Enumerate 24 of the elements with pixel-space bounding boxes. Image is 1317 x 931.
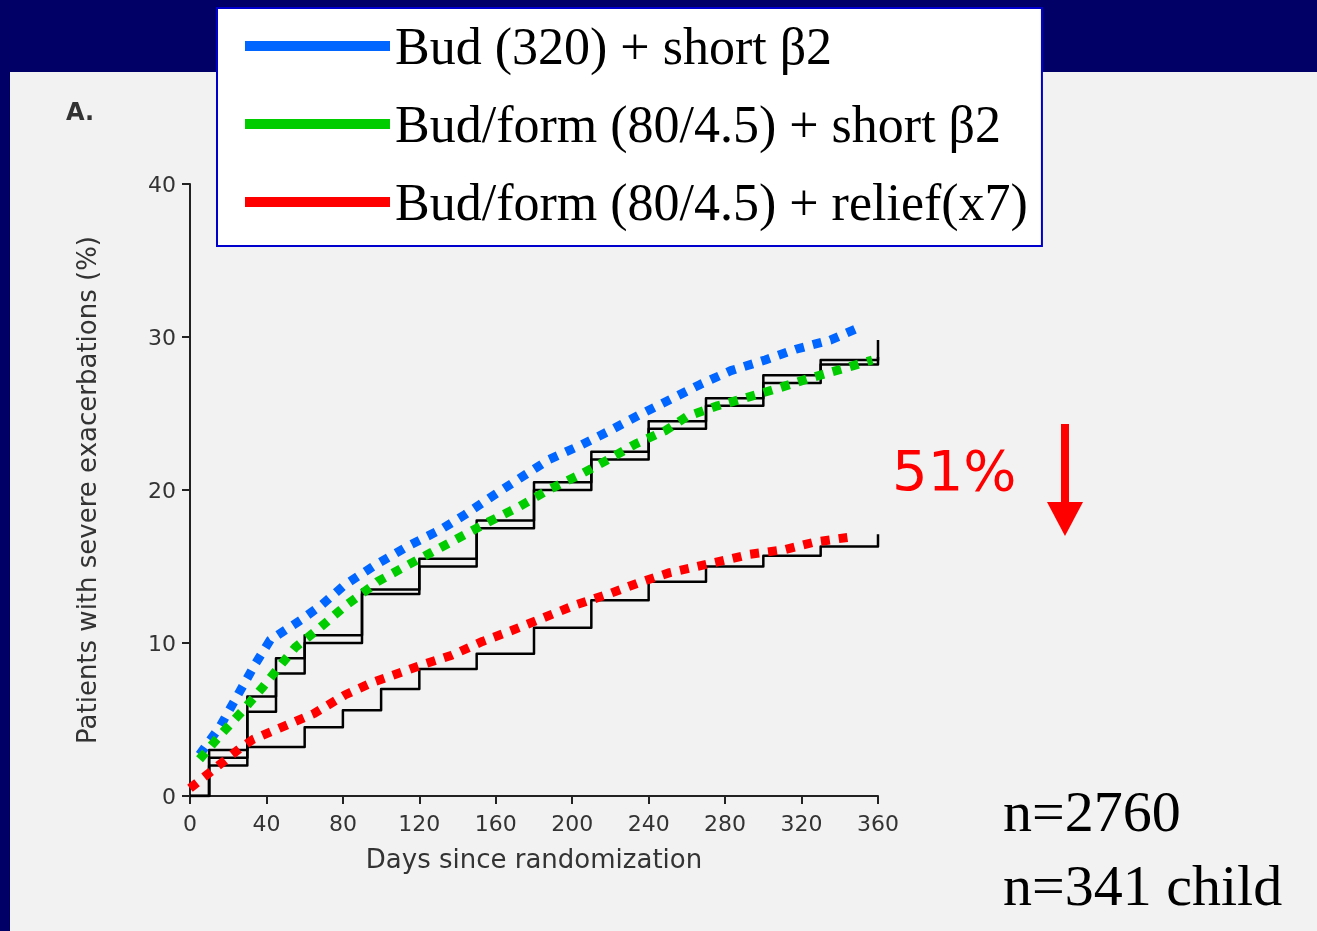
y-tick-label: 30 [148,324,176,350]
text: n=2760 [1003,778,1181,845]
x-tick-label: 160 [474,810,517,836]
x-axis-title: Days since randomization [365,844,703,874]
x-tick-label: 200 [551,810,594,836]
y-tick-label: 20 [148,477,176,503]
y-tick-label: 0 [162,783,176,809]
y-tick-label: 10 [148,630,176,656]
x-tick-label: 320 [780,810,823,836]
legend-label: Bud/form (80/4.5) + relief(x7) [395,173,1028,232]
legend-label: Bud (320) + short β2 [395,17,833,76]
x-tick-label: 80 [328,810,357,836]
x-tick-label: 360 [857,810,899,836]
x-tick-label: 40 [252,810,281,836]
x-tick-label: 240 [627,810,670,836]
text: A. [66,98,95,126]
x-tick-label: 120 [398,810,441,836]
x-tick-label: 0 [183,810,197,836]
legend-label: Bud/form (80/4.5) + short β2 [395,95,1002,154]
y-tick-label: 40 [148,171,176,197]
text: 51% [892,438,1017,503]
y-axis-title: Patients with severe exacerbations (%) [72,236,102,744]
text: n=341 child [1003,852,1283,919]
x-tick-label: 280 [704,810,747,836]
